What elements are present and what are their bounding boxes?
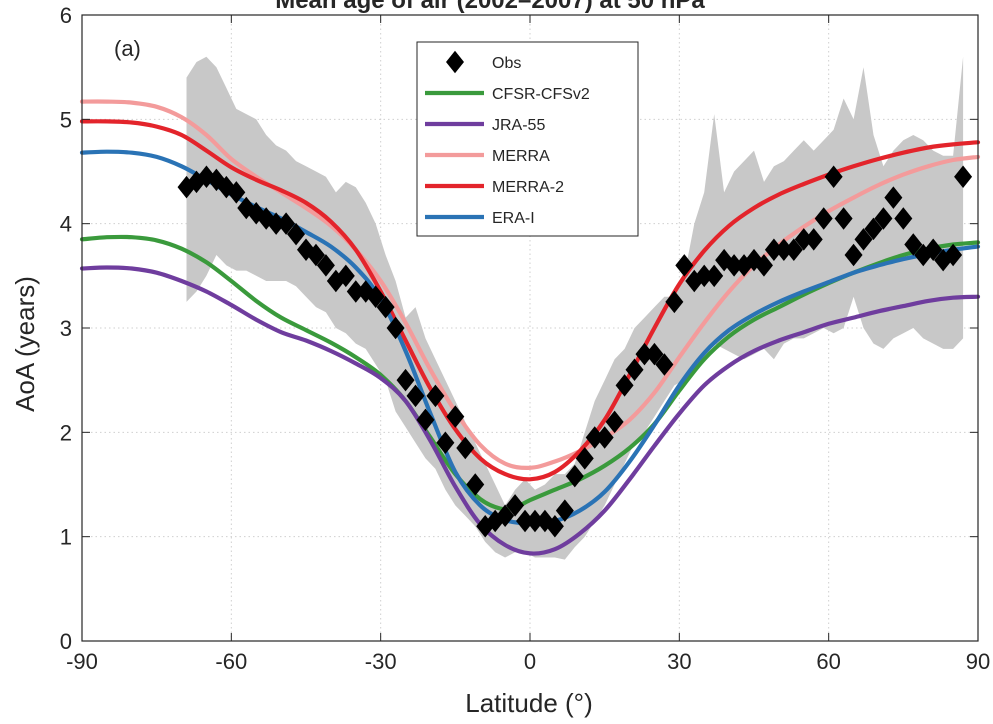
x-tick-label: -30 [365,649,397,674]
obs-marker [615,374,634,397]
y-tick-label: 6 [60,3,72,28]
series-line-jra-55 [79,265,981,556]
legend-label-obs: Obs [492,55,521,72]
obs-marker [675,254,694,277]
obs-marker [585,426,604,449]
obs-marker [565,464,584,488]
obs-marker [874,207,893,230]
obs-marker [366,285,385,308]
obs-marker [516,509,535,533]
obs-marker [287,222,306,246]
obs-marker [496,504,515,528]
obs-marker [794,228,813,251]
legend-marker-obs [446,50,464,74]
obs-marker [635,342,654,366]
chart-title: Mean age of air (2002–2007) at 50 hPa [275,0,705,14]
obs-marker [884,186,903,209]
obs-marker [854,228,873,251]
legend-box [416,41,639,237]
obs-marker [725,254,744,277]
obs-marker [386,316,405,340]
obs-marker [277,212,296,235]
y-axis-label: AoA (years) [10,276,40,412]
obs-marker [695,264,714,288]
obs-marker [605,410,624,434]
obs-marker [824,165,843,188]
obs-marker [864,217,883,241]
legend-label-jra-55: JRA-55 [492,117,545,134]
obs-marker [655,353,674,376]
obs-marker [227,181,246,204]
obs-marker [396,368,415,392]
obs-marker [406,384,425,408]
obs-marker [525,509,544,533]
series-line-merra [79,99,981,470]
obs-marker [436,431,455,455]
x-tick-label: 60 [816,649,840,674]
obs-marker [426,384,445,408]
obs-marker-layer [177,165,973,538]
axis-ticks [81,14,979,642]
obs-marker [754,254,773,277]
y-tick-label: 0 [60,629,72,654]
x-tick-label: -90 [66,649,98,674]
obs-marker [705,264,724,288]
obs-marker [665,290,684,314]
obs-marker [306,243,325,267]
y-tick-label: 5 [60,107,72,132]
y-tick-label: 2 [60,420,72,445]
legend-label-cfsr-cfsv2: CFSR-CFSv2 [492,86,590,103]
obs-marker [575,447,594,470]
obs-marker [416,408,435,432]
obs-marker [784,238,803,261]
obs-marker [595,426,614,449]
obs-marker [814,207,833,230]
y-tick-label: 4 [60,212,72,237]
y-tick-label: 1 [60,525,72,550]
obs-marker [376,295,395,319]
obs-marker [625,358,644,381]
legend: Obs CFSR-CFSv2 JRA-55 MERRA MERRA-2 ERA-I [416,41,639,237]
obs-marker [446,405,465,428]
obs-marker [944,243,963,267]
obs-marker [336,264,355,288]
obs-marker [924,238,943,261]
x-tick-label: -60 [215,649,247,674]
legend-label-era-i: ERA-I [492,210,535,227]
obs-marker [545,514,564,538]
x-tick-label: 30 [667,649,691,674]
obs-marker [316,254,335,277]
obs-marker [466,473,485,496]
x-tick-label: 0 [524,649,536,674]
obs-marker [834,207,853,230]
y-tick-label: 3 [60,316,72,341]
obs-marker [774,238,793,261]
obs-marker [555,499,574,522]
obs-marker [645,342,664,366]
x-axis-label: Latitude (°) [465,688,592,718]
obs-marker [506,494,525,517]
obs-range-layer [186,56,964,560]
obs-marker [804,228,823,251]
obs-marker [346,280,365,303]
obs-marker [954,165,973,188]
obs-marker [267,212,286,235]
obs-marker [894,207,913,230]
obs-range-band [186,56,964,560]
panel-label: (a) [114,36,141,61]
obs-marker [844,243,863,267]
legend-label-merra: MERRA [492,148,550,165]
x-tick-label: 90 [966,649,990,674]
obs-marker [904,233,923,256]
obs-marker [456,436,475,460]
legend-label-merra-2: MERRA-2 [492,179,564,196]
tick-labels: -90 -60 -30 0 30 60 90 0 1 2 3 4 5 6 [60,3,990,674]
obs-marker [764,238,783,261]
